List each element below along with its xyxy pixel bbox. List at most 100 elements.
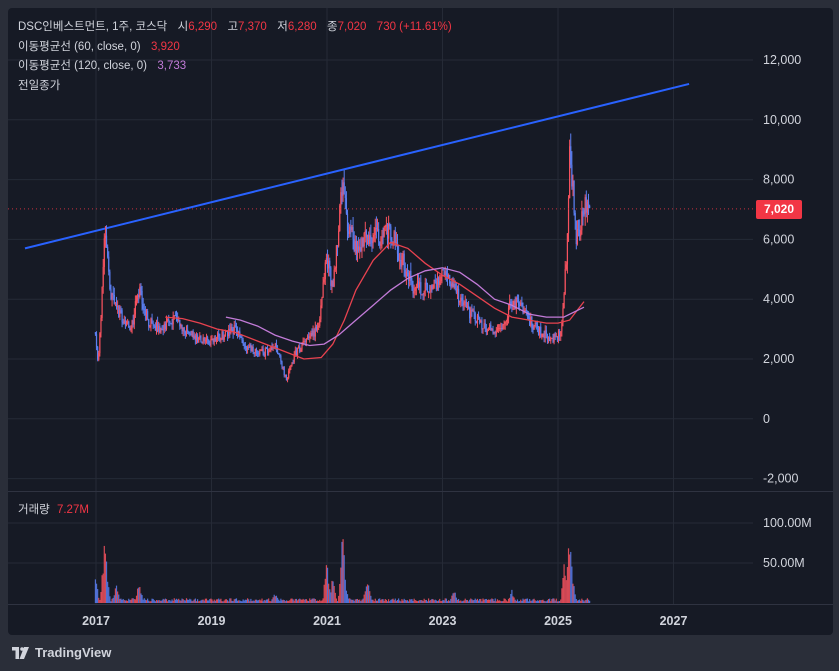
symbol-title[interactable]: DSC인베스트먼트, 1주, 코스닥 (18, 21, 168, 33)
volume-bar (189, 598, 191, 603)
candle-body (262, 348, 264, 354)
candle-body (524, 309, 526, 312)
volume-bar (414, 600, 416, 603)
candle-body (278, 353, 280, 355)
candle-body (292, 362, 294, 364)
candle-body (368, 234, 370, 245)
candle-body (460, 297, 462, 302)
volume-bar (338, 595, 340, 603)
candle-body (547, 337, 550, 340)
volume-bar (534, 600, 536, 603)
volume-bar (258, 600, 260, 603)
volume-bar (278, 599, 280, 603)
candle-body (150, 318, 152, 326)
volume-bar (311, 598, 313, 603)
volume-bar (501, 601, 503, 603)
volume-bar (200, 600, 202, 603)
candle-body (234, 325, 236, 327)
candle-body (269, 350, 271, 352)
candle-body (98, 353, 100, 360)
candle-body (541, 333, 543, 337)
candle-body (191, 331, 193, 335)
candle-body (134, 301, 137, 315)
chart-canvas[interactable]: 12,00010,0008,0006,0004,0002,0000-2,000 … (8, 8, 833, 635)
volume-bar (220, 598, 222, 603)
volume-bar (353, 600, 355, 603)
volume-bar (348, 598, 350, 603)
candle-body (248, 347, 250, 349)
volume-bar (128, 598, 130, 603)
candle-body (360, 247, 362, 251)
volume-bar (129, 599, 131, 603)
candle-body (565, 264, 567, 270)
volume-bar (527, 601, 530, 603)
volume-bar (119, 598, 121, 603)
candle-body (464, 301, 466, 303)
candle-body (353, 239, 355, 252)
legend-ma60-row[interactable]: 이동평균선 (60, close, 0) 3,920 (18, 38, 452, 58)
volume-bar (575, 598, 577, 603)
candle-body (379, 241, 381, 246)
legend-ma120-row[interactable]: 이동평균선 (120, close, 0) 3,733 (18, 57, 452, 77)
volume-bar (123, 600, 125, 603)
candle-body (321, 297, 323, 306)
volume-bar (239, 600, 241, 603)
candle-body (490, 324, 492, 330)
tradingview-brand[interactable]: TradingView (12, 645, 111, 660)
candle-body (340, 192, 342, 206)
candle-body (550, 338, 552, 342)
volume-bar (196, 599, 199, 603)
legend-prev-close-row[interactable]: 전일종가 (18, 77, 452, 97)
candle-body (437, 277, 440, 285)
candle-body (496, 328, 499, 332)
volume-bar (180, 600, 182, 603)
legend-ohlc-row[interactable]: DSC인베스트먼트, 1주, 코스닥 시6,290 고7,370 저6,280 … (18, 18, 452, 38)
candle-body (531, 316, 533, 329)
volume-bar (471, 599, 473, 603)
candle-body (145, 311, 148, 316)
volume-bar (289, 600, 291, 603)
volume-legend[interactable]: 거래량 7.27M (18, 501, 89, 517)
volume-bar (294, 598, 296, 603)
volume-bar (314, 599, 316, 603)
volume-bar (489, 599, 491, 603)
candle-body (330, 267, 332, 286)
candle-body (233, 325, 235, 334)
candle-body (356, 246, 359, 254)
candle-body (190, 334, 192, 336)
candle-body (170, 322, 172, 324)
volume-bar (260, 600, 262, 603)
volume-bar (110, 601, 112, 603)
candle-body (231, 326, 233, 330)
candle-body (344, 194, 346, 199)
volume-bar (413, 598, 415, 603)
candle-body (220, 339, 222, 341)
volume-bar (284, 601, 286, 603)
volume-bar (433, 600, 435, 603)
volume-bar (288, 600, 290, 603)
candle-body (476, 315, 479, 324)
candle-body (174, 315, 176, 317)
candle-body (446, 274, 449, 279)
volume-bar (177, 599, 179, 603)
volume-bar (573, 586, 575, 603)
volume-bar (373, 601, 375, 603)
candle-body (562, 308, 564, 323)
candle-body (479, 317, 481, 323)
candle-body (112, 293, 114, 296)
volume-bar (439, 598, 441, 603)
candle-body (350, 226, 352, 230)
volume-bar (209, 599, 211, 603)
candle-body (392, 241, 394, 243)
candle-body (394, 231, 396, 244)
candle-body (436, 277, 439, 290)
candle-body (334, 268, 336, 270)
volume-bar (437, 600, 440, 603)
volume-bar (513, 597, 515, 603)
chart-frame[interactable]: 12,000 10,000 8,000 6,000 4,000 2,000 0 -2,000 … (8, 8, 833, 635)
candle-body (390, 226, 392, 241)
candle-body (205, 337, 208, 341)
volume-bar (95, 583, 98, 603)
candle-body (477, 315, 480, 318)
candle-body (432, 287, 434, 290)
